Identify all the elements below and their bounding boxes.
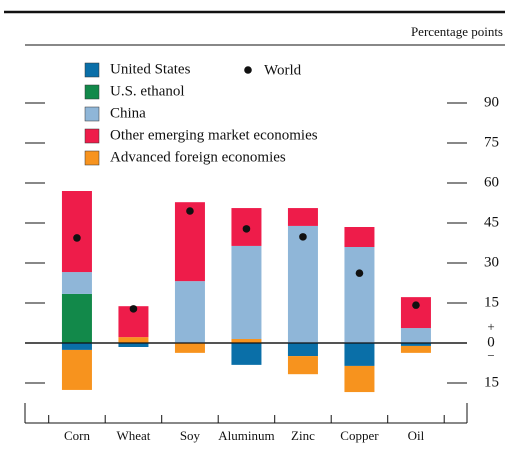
x-tick-label: Aluminum bbox=[218, 428, 274, 443]
bar-segment bbox=[287, 343, 318, 357]
legend-label: United States bbox=[110, 61, 191, 77]
x-tick-label: Zinc bbox=[291, 428, 315, 443]
y-tick-label: 45 bbox=[484, 214, 499, 230]
bar-segment bbox=[231, 339, 262, 343]
bar-segment bbox=[118, 337, 149, 343]
bar-segment bbox=[344, 247, 375, 343]
legend-swatch bbox=[84, 84, 100, 100]
x-tick-label: Copper bbox=[340, 428, 379, 443]
y-tick-label: 0 bbox=[487, 334, 495, 350]
legend-label: Other emerging market economies bbox=[110, 127, 318, 143]
bar-segment bbox=[118, 343, 149, 347]
zero-sign: + bbox=[487, 319, 494, 334]
world-dot bbox=[412, 301, 420, 309]
bar-segment bbox=[174, 202, 205, 282]
bar-segment bbox=[287, 356, 318, 375]
bar-segment bbox=[61, 293, 92, 343]
bar-segment bbox=[400, 345, 431, 353]
bar-segment bbox=[400, 343, 431, 346]
world-dot bbox=[299, 233, 307, 241]
zero-sign: − bbox=[487, 348, 494, 363]
world-dot bbox=[129, 305, 138, 313]
world-dot bbox=[73, 234, 81, 242]
bar-segment bbox=[61, 191, 92, 273]
world-dot bbox=[186, 207, 194, 215]
y-tick-label: 30 bbox=[484, 254, 499, 270]
bar-segment bbox=[231, 245, 262, 339]
legend-dot bbox=[244, 66, 252, 74]
legend-swatch bbox=[84, 62, 100, 78]
x-tick-label: Corn bbox=[64, 428, 91, 443]
bar-segment bbox=[344, 365, 375, 393]
x-tick-label: Wheat bbox=[116, 428, 150, 443]
y-tick-label: 60 bbox=[484, 174, 499, 190]
world-dot bbox=[242, 225, 251, 233]
bar-segment bbox=[287, 208, 318, 226]
x-tick-label: Soy bbox=[180, 428, 201, 443]
y-tick-label: 15 bbox=[484, 294, 499, 310]
legend-swatch bbox=[84, 150, 100, 166]
y-tick-label: 90 bbox=[484, 94, 499, 110]
bar-segment bbox=[344, 343, 375, 366]
bar-segment bbox=[174, 343, 205, 353]
bar-segment bbox=[61, 349, 92, 390]
legend-label: U.S. ethanol bbox=[110, 83, 185, 99]
unit-label: Percentage points bbox=[411, 24, 503, 39]
y-tick-label: 75 bbox=[484, 134, 499, 150]
bar-segment bbox=[400, 328, 431, 343]
bar-segment bbox=[287, 225, 318, 343]
bar-segment bbox=[174, 281, 205, 343]
bar-segment bbox=[61, 343, 92, 350]
bar-segment bbox=[344, 227, 375, 247]
legend-label: China bbox=[110, 105, 146, 121]
bar-segment bbox=[231, 343, 262, 365]
legend-swatch bbox=[84, 106, 100, 122]
world-dot bbox=[355, 269, 364, 277]
legend-swatch bbox=[84, 128, 100, 144]
y-tick-label: 15 bbox=[484, 374, 499, 390]
legend-label: World bbox=[264, 62, 302, 78]
x-tick-label: Oil bbox=[408, 428, 425, 443]
legend-label: Advanced foreign economies bbox=[110, 149, 286, 165]
bar-segment bbox=[61, 272, 92, 294]
